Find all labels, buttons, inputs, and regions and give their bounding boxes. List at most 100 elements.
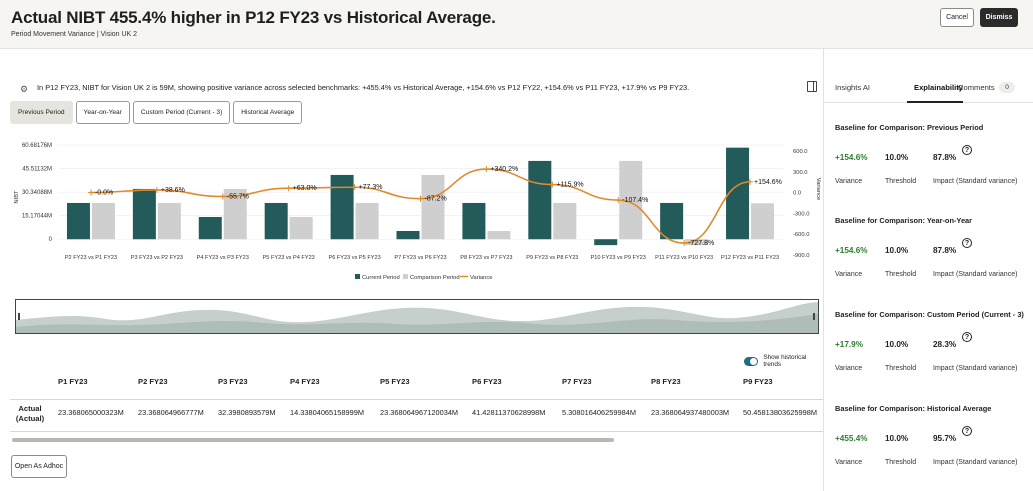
comparison-bar — [553, 202, 577, 240]
column-header: P3 FY23 — [218, 377, 248, 386]
help-icon[interactable]: ? — [962, 238, 972, 248]
chart-overview-navigator[interactable] — [15, 299, 819, 334]
column-header: P6 FY23 — [472, 377, 502, 386]
table-cell: 23.368064966777M — [138, 408, 204, 417]
tab-previous-period[interactable]: Previous Period — [10, 101, 73, 124]
comparison-bar — [157, 202, 181, 240]
help-icon[interactable]: ? — [962, 426, 972, 436]
period-tabs: Previous Period Year-on-Year Custom Peri… — [10, 101, 303, 125]
legend-label: Comparison Period — [410, 275, 460, 281]
x-tick-label: P8 FY23 vs P7 FY23 — [460, 255, 512, 261]
x-tick-label: P4 FY23 vs P3 FY23 — [197, 255, 249, 261]
column-header: P2 FY23 — [138, 377, 168, 386]
column-header: P1 FY23 — [58, 377, 88, 386]
table-cell: 14.33804065158999M — [290, 408, 364, 417]
variance-data-label: -55.7% — [227, 193, 249, 200]
tab-insights-ai[interactable]: Insights AI — [835, 83, 871, 92]
variance-data-label: +154.6% — [754, 179, 782, 186]
column-header: P4 FY23 — [290, 377, 320, 386]
threshold-label: Threshold — [885, 271, 917, 278]
explainability-panel: Insights AI Explainability Comments 0 Ba… — [823, 49, 1033, 491]
y2-tick-label: 0.0 — [793, 191, 801, 197]
tab-comments[interactable]: Comments — [958, 83, 995, 92]
comparison-bar — [751, 203, 775, 240]
y2-axis-label: Variance — [815, 178, 821, 200]
active-tab-indicator — [907, 101, 963, 103]
table-horizontal-scrollbar[interactable] — [12, 438, 614, 442]
toggle-switch[interactable] — [744, 356, 759, 366]
variance-label: Variance — [835, 459, 863, 466]
impact-value: 95.7% — [933, 434, 957, 443]
open-as-adhoc-button[interactable]: Open As Adhoc — [11, 455, 67, 478]
comparison-bar — [421, 174, 445, 240]
tab-year-on-year[interactable]: Year-on-Year — [75, 101, 130, 124]
help-icon[interactable]: ? — [962, 332, 972, 342]
cancel-button[interactable]: Cancel — [940, 8, 974, 27]
table-cell: 41.42811370628998M — [472, 408, 546, 417]
legend-swatch-current — [355, 274, 360, 279]
comments-count-badge: 0 — [999, 82, 1015, 93]
help-icon[interactable]: ? — [962, 145, 972, 155]
threshold-value: 10.0% — [885, 246, 909, 255]
y2-tick-label: 300.0 — [793, 170, 808, 176]
tab-explainability[interactable]: Explainability — [914, 83, 963, 92]
impact-label: Impact (Standard variance) — [933, 459, 1018, 466]
panel-toggle-icon[interactable] — [807, 81, 817, 92]
impact-value: 87.8% — [933, 153, 957, 162]
comparison-bar — [91, 202, 115, 240]
current-bar — [66, 202, 90, 240]
comparison-bar — [223, 188, 247, 240]
overview-left-handle[interactable] — [18, 313, 20, 320]
tab-historical-average[interactable]: Historical Average — [233, 101, 303, 124]
current-bar — [198, 216, 222, 240]
row-label: Actual (Actual) — [15, 404, 45, 423]
dismiss-button[interactable]: Dismiss — [980, 8, 1018, 27]
threshold-value: 10.0% — [885, 434, 909, 443]
toggle-label: Show historical trends — [763, 354, 807, 368]
y-tick-label: 45.51132M — [22, 167, 52, 173]
table-cell: 23.368065000323M — [58, 408, 124, 417]
variance-value: +17.9% — [835, 340, 863, 349]
overview-wave — [16, 302, 818, 333]
legend-label: Current Period — [362, 275, 400, 281]
legend-swatch-comparison — [403, 274, 408, 279]
current-bar — [726, 147, 750, 240]
y2-tick-label: -600.0 — [793, 232, 809, 238]
comparison-bar — [487, 230, 511, 240]
y2-tick-label: 600.0 — [793, 149, 808, 155]
table-cell: 32.3980893579M — [218, 408, 276, 417]
baseline-title: Baseline for Comparison: Previous Period — [835, 123, 984, 132]
x-tick-label: P11 FY23 vs P10 FY23 — [655, 255, 713, 261]
variance-data-label: +340.2% — [490, 166, 518, 173]
variance-data-label: -107.4% — [622, 197, 648, 204]
x-tick-label: P7 FY23 vs P6 FY23 — [394, 255, 446, 261]
table-cell: 5.308016406259984M — [562, 408, 636, 417]
impact-value: 28.3% — [933, 340, 957, 349]
current-bar — [264, 202, 288, 240]
variance-data-label: +38.6% — [161, 187, 185, 194]
y-tick-label: 15.17044M — [22, 214, 52, 220]
column-header: P5 FY23 — [380, 377, 410, 386]
table-divider — [10, 431, 823, 432]
x-tick-label: P12 FY23 vs P11 FY23 — [721, 255, 779, 261]
column-header: P7 FY23 — [562, 377, 592, 386]
variance-data-label: +63.0% — [293, 185, 317, 192]
y-axis-label: NIBT — [14, 190, 20, 204]
tab-custom-period[interactable]: Custom Period (Current - 3) — [132, 101, 231, 124]
impact-value: 87.8% — [933, 246, 957, 255]
comparison-bar — [685, 239, 709, 246]
x-tick-label: P5 FY23 vs P4 FY23 — [263, 255, 315, 261]
overview-right-handle[interactable] — [813, 313, 815, 320]
page-header: Actual NIBT 455.4% higher in P12 FY23 vs… — [0, 0, 1033, 49]
comparison-bar — [619, 160, 643, 240]
variance-label: Variance — [835, 271, 863, 278]
variance-label: Variance — [835, 365, 863, 372]
historical-trends-toggle[interactable]: Show historical trends — [744, 354, 823, 368]
current-bar — [462, 202, 486, 240]
threshold-value: 10.0% — [885, 340, 909, 349]
current-bar — [594, 239, 618, 246]
main-content: ⚙ In P12 FY23, NIBT for Vision UK 2 is 5… — [0, 49, 823, 491]
y-tick-label: 0 — [49, 237, 53, 243]
current-bar — [396, 230, 420, 240]
current-bar — [528, 160, 552, 240]
